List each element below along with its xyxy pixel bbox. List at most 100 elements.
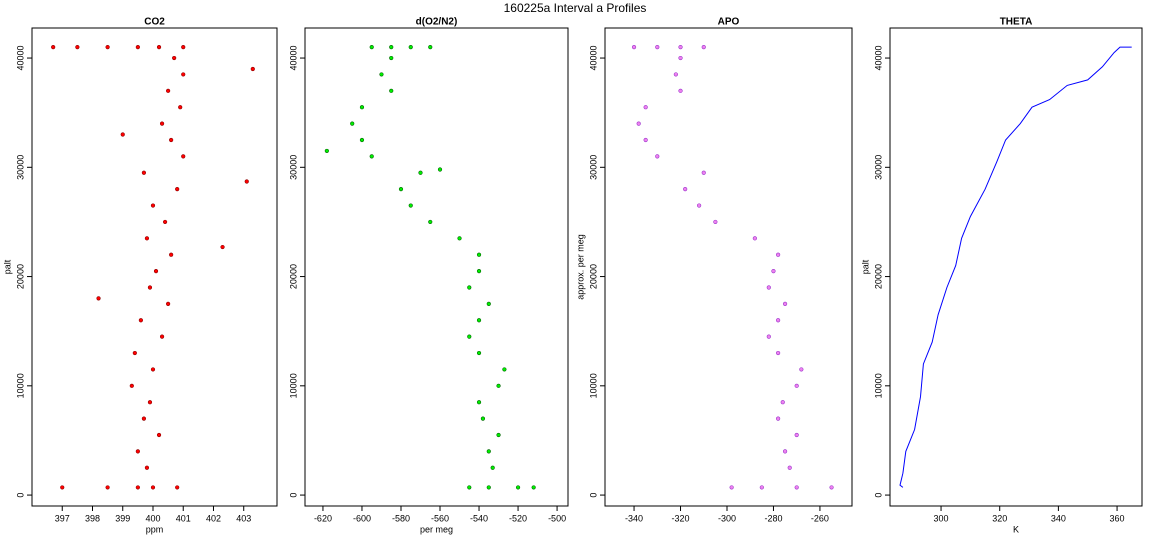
y-tick-label: 40000 — [15, 46, 25, 71]
data-point — [144, 236, 150, 241]
data-point — [713, 219, 718, 225]
y-tick-label: 20000 — [588, 264, 598, 289]
data-point — [531, 485, 536, 490]
data-point — [486, 301, 491, 306]
data-point — [418, 170, 423, 175]
x-tick-label: 398 — [85, 513, 100, 523]
plot-frame — [31, 27, 278, 507]
y-tick-label: 20000 — [873, 264, 883, 289]
data-point — [159, 121, 165, 126]
y-tick-label: 0 — [873, 493, 883, 498]
data-point — [141, 416, 147, 421]
panel-title: d(O2/N2) — [416, 17, 458, 28]
data-point — [135, 449, 140, 454]
data-point — [678, 45, 683, 50]
data-point — [643, 105, 648, 110]
x-tick-label: -340 — [625, 513, 643, 523]
data-point — [428, 219, 433, 225]
data-point — [780, 400, 785, 405]
data-point — [379, 72, 384, 77]
data-point — [105, 45, 110, 50]
y-tick-label: 40000 — [588, 46, 598, 71]
y-tick-label: 40000 — [873, 46, 883, 71]
x-axis-label: per meg — [420, 524, 453, 534]
x-tick-label: -320 — [672, 513, 690, 523]
data-point — [105, 485, 110, 490]
data-point — [150, 203, 156, 208]
data-point — [643, 137, 648, 143]
x-axis-label: ppm — [146, 524, 164, 534]
data-point — [678, 88, 683, 93]
data-point — [244, 179, 249, 184]
data-point — [408, 203, 413, 208]
x-tick-label: 340 — [1051, 513, 1066, 523]
data-point — [782, 301, 788, 306]
data-point — [467, 334, 472, 339]
data-point — [398, 187, 404, 192]
data-point — [147, 285, 153, 290]
data-point — [701, 170, 706, 175]
plot-frame — [604, 27, 853, 507]
data-point — [389, 55, 394, 61]
data-point — [150, 485, 156, 490]
data-point — [771, 268, 776, 274]
panel-title: APO — [718, 17, 740, 28]
data-point — [476, 268, 482, 274]
data-point — [156, 45, 162, 50]
data-point — [132, 350, 137, 356]
x-tick-label: 400 — [145, 513, 160, 523]
data-point — [636, 121, 641, 126]
data-point — [138, 318, 143, 323]
x-tick-label: 403 — [236, 513, 251, 523]
data-point — [437, 167, 443, 172]
data-point — [759, 485, 764, 490]
data-point — [96, 296, 101, 301]
data-point — [752, 236, 757, 241]
x-tick-label: 401 — [176, 513, 191, 523]
data-point — [486, 485, 491, 490]
y-tick-label: 30000 — [588, 155, 598, 180]
y-tick-label: 30000 — [873, 155, 883, 180]
data-point — [476, 350, 482, 356]
data-point — [162, 219, 168, 225]
data-point — [147, 400, 153, 405]
data-point — [359, 105, 365, 110]
data-point — [467, 485, 472, 490]
data-point — [178, 105, 183, 110]
y-tick-label: 30000 — [288, 155, 298, 180]
x-tick-label: 399 — [115, 513, 130, 523]
y-axis-label: palt — [2, 259, 12, 274]
panel-title: THETA — [1000, 17, 1033, 28]
y-axis-label: palt — [860, 259, 870, 274]
data-point — [829, 485, 834, 490]
y-axis-label: approx. per meg — [575, 234, 585, 300]
data-point — [776, 318, 781, 323]
data-point — [135, 45, 140, 50]
x-tick-label: 397 — [55, 513, 70, 523]
data-point — [169, 137, 174, 143]
data-point — [776, 350, 781, 356]
data-point — [166, 301, 171, 306]
data-point — [150, 367, 156, 372]
data-point — [766, 334, 771, 339]
data-point — [120, 132, 125, 137]
data-point — [766, 285, 771, 290]
x-tick-label: -500 — [548, 513, 566, 523]
x-tick-label: -540 — [470, 513, 488, 523]
data-point — [678, 55, 683, 61]
y-tick-label: 20000 — [15, 264, 25, 289]
data-point — [515, 485, 521, 490]
data-point — [389, 45, 394, 50]
page-title: 160225a Interval a Profiles — [504, 1, 647, 15]
data-point — [175, 187, 180, 192]
x-tick-label: -520 — [509, 513, 527, 523]
data-point — [799, 367, 804, 372]
data-point — [490, 465, 495, 470]
data-point — [172, 55, 177, 61]
x-axis-label: K — [1013, 524, 1019, 534]
data-point — [794, 383, 799, 388]
x-tick-label: 360 — [1110, 513, 1125, 523]
data-point — [480, 416, 486, 421]
data-point — [655, 154, 660, 159]
